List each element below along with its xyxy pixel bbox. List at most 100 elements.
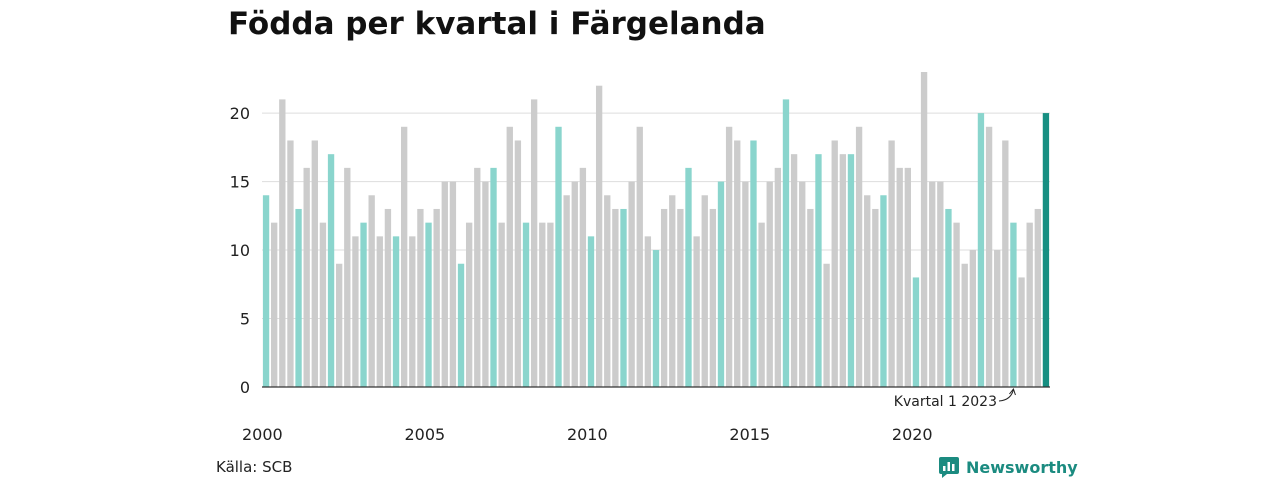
x-tick-label: 2010	[567, 425, 608, 444]
bar	[782, 99, 790, 388]
bar	[855, 126, 863, 388]
bar	[636, 126, 643, 388]
bar	[912, 277, 920, 387]
bar	[815, 154, 822, 387]
bar	[1002, 140, 1009, 387]
x-tick-label: 2015	[729, 425, 770, 444]
bar	[449, 181, 457, 387]
bar	[799, 181, 806, 387]
bar	[514, 140, 522, 387]
bar	[628, 181, 635, 387]
bar	[864, 195, 871, 387]
bar	[498, 222, 505, 387]
bar	[677, 208, 684, 387]
bar	[303, 167, 310, 387]
bar	[709, 208, 717, 387]
bar	[937, 181, 944, 387]
bar	[847, 154, 855, 387]
chart-title: Födda per kvartal i Färgelanda	[228, 6, 766, 42]
bar	[327, 154, 335, 387]
x-tick-label: 2005	[404, 425, 445, 444]
y-tick-label: 15	[230, 173, 250, 192]
bar	[660, 208, 668, 387]
bar	[457, 263, 465, 387]
bar	[392, 236, 400, 387]
y-tick-label: 0	[240, 378, 250, 397]
bar	[400, 126, 408, 388]
bar	[929, 181, 936, 387]
bar	[465, 222, 473, 387]
bar	[742, 181, 749, 387]
bar	[953, 222, 960, 387]
source-label: Källa: SCB	[216, 458, 293, 476]
x-tick-label: 2000	[242, 425, 283, 444]
bar	[539, 222, 546, 387]
newsworthy-logo-icon	[939, 457, 959, 478]
bar	[571, 181, 578, 387]
y-tick-label: 10	[230, 241, 250, 260]
bar	[344, 167, 351, 387]
bar	[734, 140, 741, 387]
bar	[774, 167, 782, 387]
bar	[823, 263, 830, 387]
bar	[693, 236, 700, 387]
y-tick-label: 5	[240, 310, 250, 329]
annotation-arrowhead	[1009, 387, 1016, 396]
bar	[295, 208, 302, 387]
bar	[352, 236, 359, 387]
bar	[595, 85, 603, 388]
bar	[790, 154, 798, 387]
bar	[279, 99, 286, 388]
bar	[717, 181, 725, 387]
bar	[1026, 222, 1033, 387]
bar	[807, 208, 814, 387]
bar	[831, 140, 838, 387]
brand: Newsworthy	[938, 456, 1078, 478]
annotation-label: Kvartal 1 2023	[894, 394, 997, 410]
bar	[384, 208, 392, 387]
bar	[750, 140, 757, 387]
annotation-arrow	[998, 388, 1014, 402]
bar	[620, 208, 627, 387]
bar	[985, 126, 993, 388]
bar	[441, 181, 448, 387]
bar	[409, 236, 416, 387]
bar	[904, 167, 912, 387]
bar	[701, 195, 708, 387]
bar	[530, 99, 538, 388]
bar	[360, 222, 367, 387]
bar	[287, 140, 294, 387]
bar	[685, 167, 692, 387]
bar	[587, 236, 595, 387]
bar	[969, 250, 976, 387]
bar	[555, 126, 562, 388]
bar	[368, 195, 375, 387]
bar	[669, 195, 676, 387]
bar	[271, 222, 278, 387]
bar	[563, 195, 570, 387]
bar	[920, 72, 928, 387]
y-tick-label: 20	[230, 104, 250, 123]
bar	[490, 167, 497, 387]
bar	[872, 208, 879, 387]
bar	[482, 181, 489, 387]
bar	[433, 208, 440, 387]
bar	[506, 126, 513, 388]
bar	[1010, 222, 1017, 387]
bar	[417, 208, 424, 387]
bar	[319, 222, 327, 387]
bar	[888, 140, 895, 387]
bar	[766, 181, 773, 387]
bar	[1034, 208, 1041, 387]
bar	[880, 195, 887, 387]
bar	[839, 154, 847, 387]
bar	[474, 167, 481, 387]
bar	[311, 140, 318, 387]
bar	[1042, 113, 1050, 387]
bar	[579, 167, 587, 387]
bar	[652, 250, 660, 387]
bar	[604, 195, 611, 387]
bar	[994, 250, 1001, 387]
bar	[547, 222, 554, 387]
